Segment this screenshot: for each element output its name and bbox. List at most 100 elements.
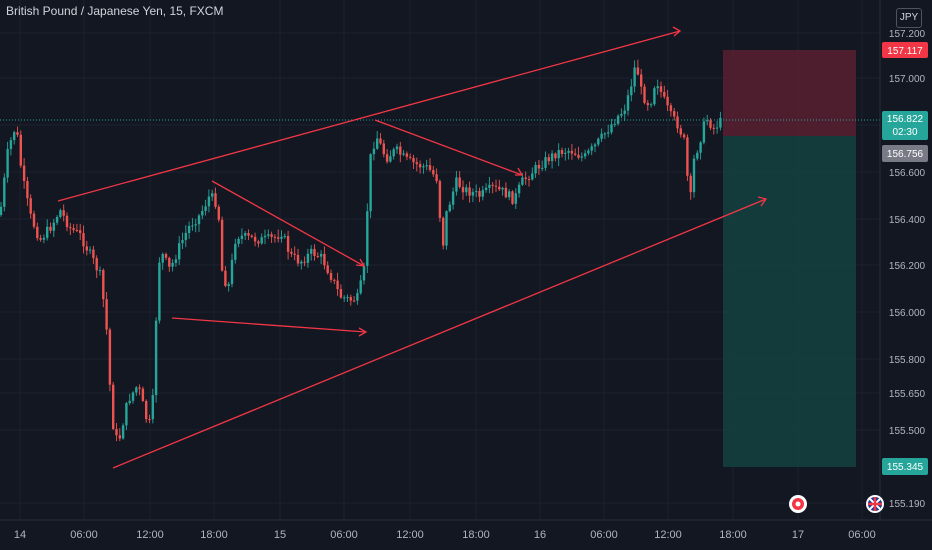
- candle: [62, 204, 65, 222]
- candle: [696, 150, 699, 161]
- candle: [105, 292, 108, 335]
- time-tick: 12:00: [654, 529, 682, 541]
- candle: [293, 246, 296, 261]
- candle: [432, 166, 435, 177]
- symbol-title[interactable]: British Pound / Japanese Yen, 15, FXCM: [6, 4, 224, 18]
- candle: [306, 248, 310, 268]
- candle: [422, 163, 425, 174]
- candle: [715, 120, 719, 134]
- target-price-text: 155.345: [887, 462, 924, 473]
- candle: [270, 231, 273, 243]
- price-tick: 157.000: [889, 74, 926, 85]
- candle: [366, 203, 369, 274]
- stop-loss-zone[interactable]: [723, 50, 856, 136]
- candle: [524, 171, 527, 185]
- flag1-lower-arrowhead: [358, 327, 368, 337]
- trendline-drawings[interactable]: [57, 26, 768, 469]
- candle: [253, 232, 257, 247]
- candle: [267, 229, 270, 239]
- candle: [316, 252, 319, 259]
- candle: [689, 173, 692, 200]
- candle: [402, 150, 405, 157]
- candle: [719, 111, 722, 131]
- candle: [217, 204, 220, 223]
- candle: [511, 190, 514, 205]
- target-price-label: 155.345: [882, 458, 928, 475]
- candle: [65, 212, 69, 232]
- candle: [257, 239, 260, 248]
- candle: [211, 189, 214, 201]
- candle: [692, 154, 696, 198]
- currency-button[interactable]: JPY: [896, 8, 922, 28]
- candle: [389, 150, 392, 163]
- price-tick: 157.200: [889, 29, 926, 40]
- candle: [220, 216, 224, 272]
- candle: [663, 85, 666, 99]
- candle: [442, 216, 445, 250]
- candle: [240, 228, 244, 244]
- candle: [491, 182, 494, 194]
- candle: [385, 149, 389, 164]
- candle: [438, 179, 442, 223]
- candle: [296, 248, 300, 267]
- candle: [187, 221, 191, 239]
- candle: [29, 194, 32, 219]
- candle: [204, 199, 207, 216]
- candle: [455, 170, 458, 196]
- flag2-line[interactable]: [374, 119, 523, 176]
- candle: [313, 244, 316, 261]
- candle: [465, 184, 468, 196]
- candle: [359, 275, 362, 295]
- candle: [102, 268, 105, 308]
- candle: [633, 60, 636, 93]
- candle: [244, 231, 247, 241]
- candle: [207, 189, 211, 213]
- candle: [72, 224, 75, 233]
- candle: [481, 185, 484, 201]
- candle: [55, 215, 59, 226]
- candle: [610, 118, 613, 135]
- flag1-upper-line[interactable]: [211, 180, 365, 267]
- candle: [699, 140, 702, 160]
- flag1-lower-line[interactable]: [171, 317, 367, 333]
- upper-channel-line[interactable]: [57, 30, 681, 202]
- candle: [428, 158, 432, 172]
- candle: [230, 253, 234, 288]
- candle: [570, 144, 574, 160]
- time-tick-labels: 14 06:00 12:00 18:00 15 06:00 12:00 18:00 16 06:0…: [14, 529, 876, 541]
- time-tick: 15: [274, 529, 286, 541]
- candle: [514, 188, 517, 210]
- candlestick-series: [0, 59, 722, 442]
- alert-icon[interactable]: [789, 495, 807, 513]
- candle: [564, 147, 567, 161]
- candle: [666, 89, 669, 112]
- price-tick: 156.200: [889, 261, 926, 272]
- price-scale[interactable]: [880, 0, 932, 520]
- candle: [682, 132, 686, 140]
- entry-price-text: 156.756: [887, 149, 924, 160]
- candle: [158, 257, 161, 324]
- lower-channel-line[interactable]: [112, 198, 767, 469]
- candle: [22, 158, 26, 189]
- candle: [712, 123, 715, 135]
- lower-channel-arrowhead: [757, 196, 768, 207]
- candle: [597, 137, 600, 147]
- candle: [303, 256, 306, 267]
- flag-uk-icon[interactable]: [866, 495, 884, 513]
- candle: [600, 128, 603, 143]
- candle: [620, 108, 623, 119]
- candle: [92, 245, 95, 264]
- candle: [42, 234, 46, 244]
- candle: [349, 294, 352, 306]
- candle: [121, 423, 125, 440]
- take-profit-zone[interactable]: [723, 136, 856, 467]
- candle: [425, 159, 428, 171]
- candle: [174, 254, 178, 267]
- candle: [227, 281, 230, 292]
- candle: [435, 168, 438, 184]
- candle: [194, 218, 197, 233]
- time-scale[interactable]: [0, 520, 880, 550]
- candle: [286, 230, 290, 260]
- candle: [237, 236, 240, 248]
